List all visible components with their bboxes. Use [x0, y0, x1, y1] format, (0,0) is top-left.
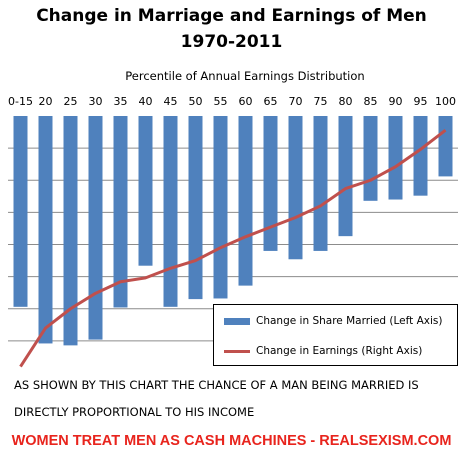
x-tick-label: 20 [39, 95, 53, 108]
bar-90 [388, 116, 403, 200]
bar-25 [63, 116, 78, 346]
x-tick-label: 40 [139, 95, 153, 108]
bar-65 [263, 116, 278, 251]
x-tick-label: 50 [189, 95, 203, 108]
x-tick-label: 60 [239, 95, 253, 108]
x-tick-label: 100 [435, 95, 456, 108]
chart-title: Change in Marriage and Earnings of Men [36, 6, 427, 26]
bar-0-15 [13, 116, 28, 307]
bar-75 [313, 116, 328, 251]
chart-subtitle: 1970-2011 [180, 32, 283, 52]
legend-swatch-line [224, 349, 250, 353]
bar-55 [213, 116, 228, 299]
bar-70 [288, 116, 303, 260]
bar-30 [88, 116, 103, 340]
earnings-line [19, 128, 447, 368]
x-tick-label: 45 [164, 95, 178, 108]
x-tick-label: 35 [114, 95, 128, 108]
bar-40 [138, 116, 153, 266]
bar-45 [163, 116, 178, 307]
bar-100 [438, 116, 453, 177]
legend-item-bars: Change in Share Married (Left Axis) [224, 315, 442, 327]
bar-50 [188, 116, 203, 300]
x-tick-label: 0-15 [8, 95, 33, 108]
x-tick-label: 30 [89, 95, 103, 108]
x-tick-label: 65 [264, 95, 278, 108]
bar-60 [238, 116, 253, 286]
x-tick-label: 95 [414, 95, 428, 108]
x-tick-label: 90 [389, 95, 403, 108]
x-tick-label: 25 [64, 95, 78, 108]
bar-95 [413, 116, 428, 196]
x-axis-title: Percentile of Annual Earnings Distributi… [125, 69, 364, 83]
legend-label-bars: Change in Share Married (Left Axis) [256, 315, 443, 327]
legend-item-line: Change in Earnings (Right Axis) [224, 345, 422, 357]
caption-line-2: DIRECTLY PROPORTIONAL TO HIS INCOME [14, 405, 255, 419]
x-tick-label: 75 [314, 95, 328, 108]
x-tick-label: 80 [339, 95, 353, 108]
x-tick-label: 85 [364, 95, 378, 108]
bar-20 [38, 116, 53, 344]
line-series [19, 128, 447, 368]
bar-series [13, 116, 453, 346]
bar-85 [363, 116, 378, 201]
bar-35 [113, 116, 128, 308]
x-tick-label: 55 [214, 95, 228, 108]
footer-banner: WOMEN TREAT MEN AS CASH MACHINES - REALS… [11, 433, 452, 449]
legend: Change in Share Married (Left Axis) Chan… [213, 304, 458, 366]
legend-label-line: Change in Earnings (Right Axis) [256, 345, 423, 357]
x-tick-labels: 0-15 20 25 30 35 40 45 50 55 60 65 70 75 80 85 90 95 100 [8, 95, 456, 108]
bar-80 [338, 116, 353, 237]
legend-swatch-bar [224, 317, 250, 325]
caption-line-1: AS SHOWN BY THIS CHART THE CHANCE OF A M… [14, 378, 419, 392]
x-tick-label: 70 [289, 95, 303, 108]
